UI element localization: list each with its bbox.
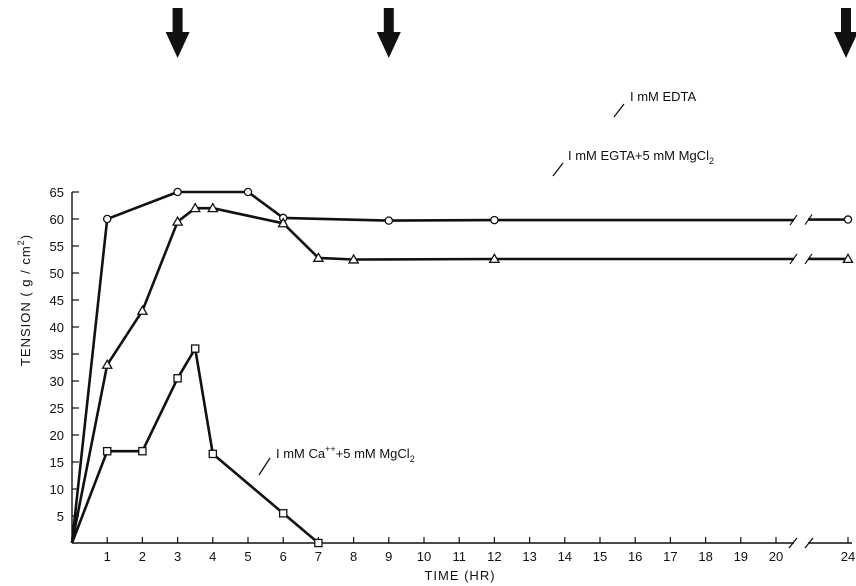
series-label-text: I mM EDTA: [630, 89, 697, 104]
data-point-circle: [843, 215, 853, 224]
data-point-circle: [173, 187, 182, 197]
x-tick-label: 20: [769, 549, 783, 564]
x-tick-label: 8: [350, 549, 357, 564]
x-tick-label: 18: [698, 549, 712, 564]
series-line: [70, 190, 794, 544]
y-tick-label: 45: [50, 293, 64, 308]
x-tick-label: 19: [734, 549, 748, 564]
series-label-leader: [613, 103, 625, 118]
x-tick-label: 24: [841, 549, 855, 564]
y-tick-label: 55: [50, 239, 64, 254]
series-break-mark: [789, 214, 798, 226]
y-axis-title-sup: 2: [16, 239, 26, 245]
data-point-square: [278, 509, 288, 518]
x-tick-label: 11: [452, 549, 466, 564]
x-tick-label: 12: [487, 549, 501, 564]
x-tick-label: 13: [522, 549, 536, 564]
y-tick-label: 5: [57, 509, 64, 524]
data-point-square: [314, 538, 323, 548]
arrow-head: [376, 32, 401, 58]
series-label-text: +5 mM MgCl: [336, 446, 410, 461]
series-label-text: I mM EGTA+5 mM MgCl: [568, 148, 709, 163]
data-point-triangle: [312, 251, 325, 262]
y-tick-label: 50: [50, 266, 64, 281]
data-point-triangle: [347, 253, 360, 264]
y-tick-label: 40: [50, 320, 64, 335]
series-label: I mM Ca+++5 mM MgCl2: [276, 444, 415, 464]
data-point-circle: [384, 216, 394, 225]
y-tick-label: 20: [50, 428, 64, 443]
y-tick-label: 35: [50, 347, 64, 362]
data-point-square: [173, 374, 182, 383]
series-label-sub: 2: [709, 156, 714, 166]
x-tick-label: 10: [417, 549, 431, 564]
series-label: I mM EDTA: [630, 89, 697, 104]
y-tick-label: 10: [50, 482, 64, 497]
x-tick-label: 1: [104, 549, 111, 564]
x-tick-label: 7: [315, 549, 322, 564]
x-axis-break-mark: [804, 537, 814, 549]
data-point-triangle: [101, 358, 113, 369]
series-lines: [70, 190, 848, 544]
series-break-mark: [789, 253, 798, 265]
data-point-square: [208, 449, 218, 459]
x-tick-label: 16: [628, 549, 642, 564]
series-label: I mM EGTA+5 mM MgCl2: [568, 148, 714, 166]
data-point-triangle: [207, 202, 219, 213]
axes: [71, 192, 852, 549]
data-point-square: [190, 344, 200, 353]
x-tick-label: 15: [593, 549, 607, 564]
y-tick-label: 30: [50, 374, 64, 389]
series-label-text: I mM Ca: [276, 446, 326, 461]
data-point-triangle: [842, 253, 854, 264]
series-label-sup: ++: [325, 444, 336, 454]
y-axis-title: TENSION ( g / cm2): [16, 234, 33, 366]
arrow-head: [834, 32, 856, 58]
x-tick-label: 6: [280, 549, 287, 564]
arrow-shaft: [172, 8, 183, 34]
series-label-leader: [258, 457, 271, 476]
x-tick-label: 4: [209, 549, 216, 564]
data-point-triangle: [171, 215, 184, 226]
x-axis-break-mark: [788, 537, 798, 549]
data-point-triangle: [136, 304, 149, 315]
y-tick-label: 60: [50, 212, 64, 227]
y-tick-label: 15: [50, 455, 64, 470]
data-point-square: [102, 446, 112, 456]
x-axis-title: TIME (HR): [424, 568, 495, 583]
data-point-circle: [243, 187, 253, 197]
x-tick-label: 14: [558, 549, 572, 564]
series-label-leader: [552, 162, 564, 177]
data-point-triangle: [189, 202, 201, 213]
series-break-mark: [804, 253, 813, 265]
series-break-mark: [804, 214, 813, 225]
series-line: [70, 347, 320, 544]
data-point-circle: [102, 214, 112, 224]
y-axis-title-main: TENSION ( g / cm: [18, 245, 33, 366]
data-point-square: [138, 446, 147, 456]
data-point-triangle: [277, 217, 289, 228]
x-tick-label: 17: [663, 549, 677, 564]
x-tick-label: 5: [244, 549, 251, 564]
x-tick-label: 3: [174, 549, 181, 564]
data-point-circle: [490, 215, 499, 225]
series-markers: [101, 187, 854, 548]
arrow-head: [165, 32, 190, 58]
x-tick-label: 9: [385, 549, 392, 564]
series-label-sub: 2: [410, 454, 415, 464]
timepoint-arrows: [165, 8, 856, 58]
data-point-triangle: [488, 253, 501, 264]
y-tick-label: 65: [50, 185, 64, 200]
arrow-shaft: [841, 8, 851, 34]
x-tick-label: 2: [139, 549, 146, 564]
y-tick-label: 25: [50, 401, 64, 416]
arrow-shaft: [383, 8, 394, 34]
y-axis-title-close: ): [18, 234, 33, 239]
